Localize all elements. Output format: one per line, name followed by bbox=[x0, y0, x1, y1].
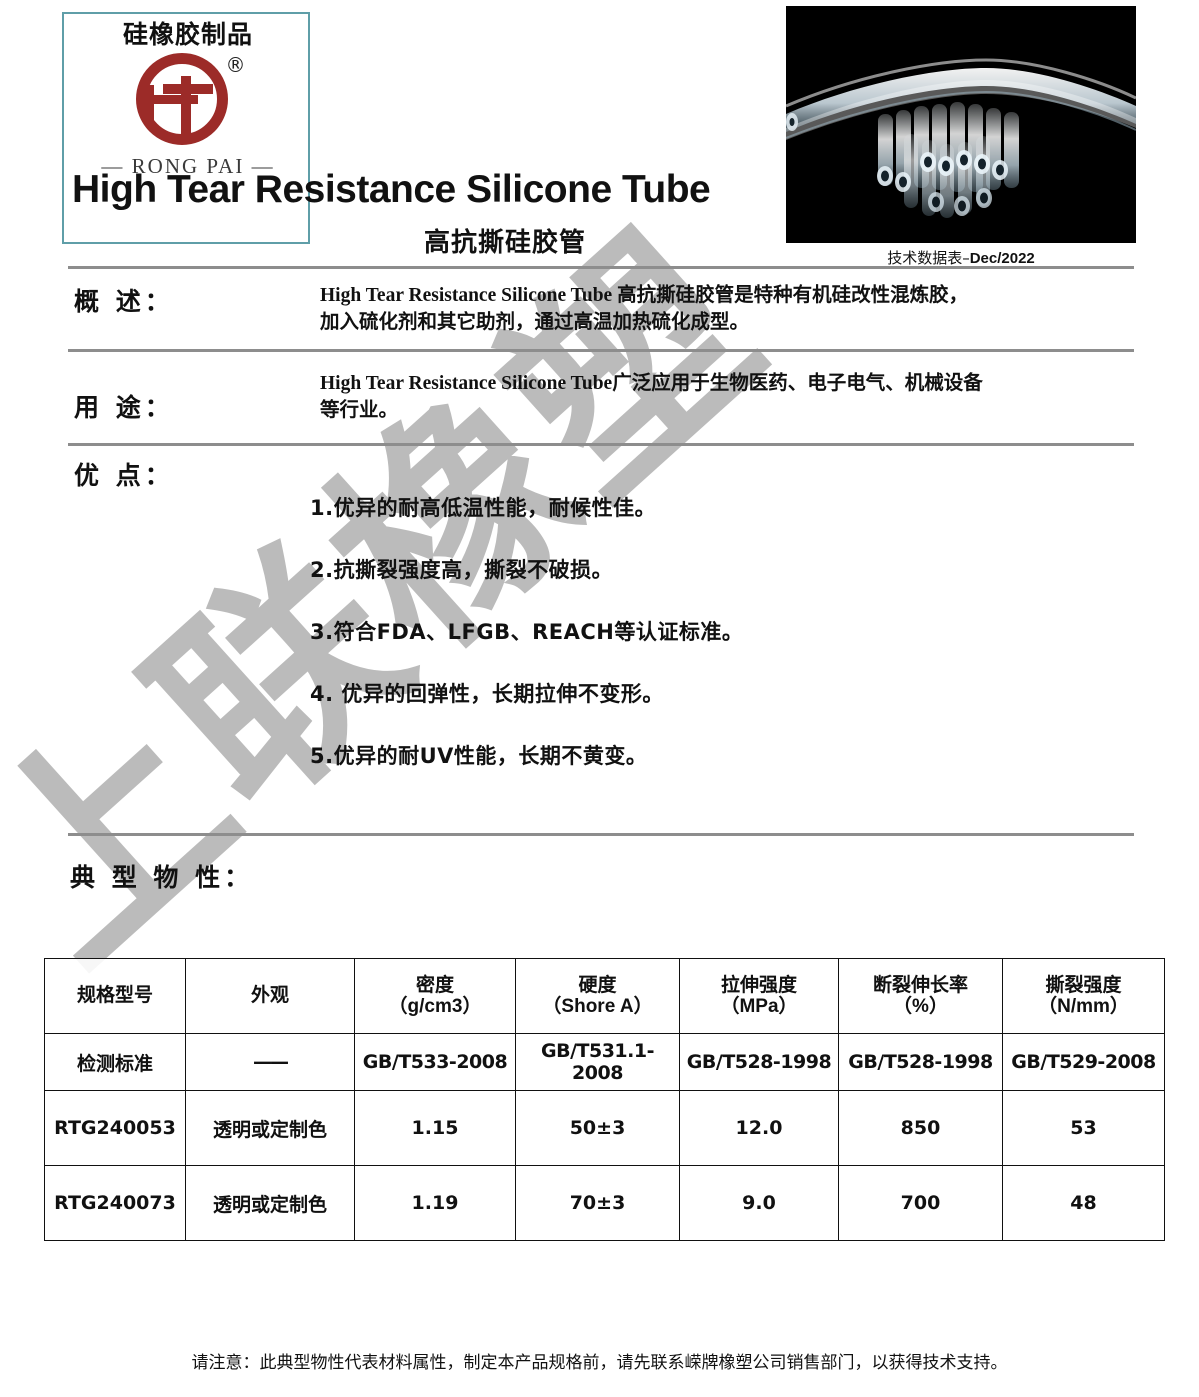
table-header-cell-elongation: 断裂伸长率 （%） bbox=[838, 958, 1003, 1034]
row-tensile: 9.0 bbox=[679, 1165, 839, 1241]
photo-caption-date: Dec/2022 bbox=[969, 250, 1035, 267]
photo-caption: 技术数据表–Dec/2022 bbox=[786, 247, 1136, 268]
header-main-elongation: 断裂伸长率 bbox=[872, 973, 968, 996]
advantage-item-5: 5.优异的耐UV性能，长期不黄变。 bbox=[310, 744, 648, 768]
standard-appearance: —— bbox=[185, 1033, 355, 1091]
overview-line-1: High Tear Resistance Silicone Tube 高抗撕硅胶… bbox=[320, 285, 969, 306]
standard-label: 检测标准 bbox=[44, 1033, 186, 1091]
row-model: RTG240053 bbox=[44, 1090, 186, 1166]
row-hardness: 70±3 bbox=[515, 1165, 680, 1241]
registered-trademark-icon: ® bbox=[225, 53, 246, 77]
table-header-cell-model: 规格型号 bbox=[44, 958, 186, 1034]
advantage-item-2: 2.抗撕裂强度高，撕裂不破损。 bbox=[310, 558, 614, 582]
header-unit-tensile: （MPa） bbox=[720, 996, 798, 1017]
standard-elongation: GB/T528-1998 bbox=[838, 1033, 1003, 1091]
row-model: RTG240073 bbox=[44, 1165, 186, 1241]
row-density: 1.19 bbox=[354, 1165, 516, 1241]
section-label-advantages: 优 点： bbox=[74, 461, 174, 490]
photo-caption-label: 技术数据表– bbox=[887, 249, 970, 267]
table-standard-row: 检测标准 —— GB/T533-2008 GB/T531.1-2008 GB/T… bbox=[44, 1033, 1165, 1091]
company-logo: 硅橡胶制品 ® — RONG PAI — bbox=[66, 14, 310, 244]
advantages-list: 1.优异的耐高低温性能，耐候性佳。 2.抗撕裂强度高，撕裂不破损。 3.符合FD… bbox=[310, 492, 743, 802]
header-unit-density: （g/cm3） bbox=[388, 996, 482, 1017]
silicone-tubes-illustration bbox=[786, 6, 1136, 243]
table-header-cell-tensile: 拉伸强度 （MPa） bbox=[679, 958, 839, 1034]
application-line-2: 等行业。 bbox=[320, 399, 399, 421]
header-main-tensile: 拉伸强度 bbox=[720, 973, 797, 996]
footer-note: 请注意：此典型物性代表材料属性，制定本产品规格前，请先联系嵘牌橡塑公司销售部门，… bbox=[191, 1353, 1008, 1373]
row-appearance: 透明或定制色 bbox=[185, 1165, 355, 1241]
row-elongation: 850 bbox=[838, 1090, 1003, 1166]
header-main-appearance: 外观 bbox=[250, 984, 289, 1007]
application-line-1: High Tear Resistance Silicone Tube广泛应用于生… bbox=[320, 373, 983, 394]
header-main-density: 密度 bbox=[415, 973, 454, 996]
divider-application-top bbox=[68, 349, 1134, 352]
row-tensile: 12.0 bbox=[679, 1090, 839, 1166]
logo-frame bbox=[62, 12, 310, 244]
section-body-application: High Tear Resistance Silicone Tube广泛应用于生… bbox=[320, 371, 1130, 425]
page-header: 硅橡胶制品 ® — RONG PAI — High Tear Resistanc… bbox=[0, 0, 1199, 267]
section-label-properties: 典 型 物 性： bbox=[70, 863, 254, 892]
table-header-cell-tear: 撕裂强度 （N/mm） bbox=[1002, 958, 1165, 1034]
seal-bar-vertical-icon bbox=[144, 85, 154, 121]
table-row: RTG240073 透明或定制色 1.19 70±3 9.0 700 48 bbox=[44, 1165, 1165, 1241]
divider-overview-top bbox=[68, 266, 1134, 269]
standard-hardness: GB/T531.1-2008 bbox=[515, 1033, 680, 1091]
divider-properties-top bbox=[68, 833, 1134, 836]
advantage-item-4: 4. 优异的回弹性，长期拉伸不变形。 bbox=[310, 682, 664, 706]
header-main-tear: 撕裂强度 bbox=[1045, 973, 1122, 996]
table-row: RTG240053 透明或定制色 1.15 50±3 12.0 850 53 bbox=[44, 1090, 1165, 1166]
header-unit-tear: （N/mm） bbox=[1038, 996, 1129, 1017]
standard-tensile: GB/T528-1998 bbox=[679, 1033, 839, 1091]
page-title-english: High Tear Resistance Silicone Tube bbox=[72, 168, 711, 211]
table-header-row: 规格型号 外观 密度 （g/cm3） 硬度 （Shore A） 拉伸强度 （MP… bbox=[44, 958, 1165, 1034]
logo-chinese-text: 硅橡胶制品 bbox=[122, 20, 253, 49]
standard-tear: GB/T529-2008 bbox=[1002, 1033, 1165, 1091]
standard-density: GB/T533-2008 bbox=[354, 1033, 516, 1091]
seal-bar-horizontal-icon bbox=[151, 95, 198, 104]
properties-table: 规格型号 外观 密度 （g/cm3） 硬度 （Shore A） 拉伸强度 （MP… bbox=[44, 958, 1165, 1241]
row-hardness: 50±3 bbox=[515, 1090, 680, 1166]
section-label-application: 用 途： bbox=[74, 393, 174, 422]
seal-circle-icon bbox=[135, 53, 228, 145]
product-photo bbox=[786, 6, 1136, 243]
advantage-item-1: 1.优异的耐高低温性能，耐候性佳。 bbox=[310, 496, 657, 520]
row-density: 1.15 bbox=[354, 1090, 516, 1166]
header-unit-elongation: （%） bbox=[893, 996, 948, 1017]
seal-mark-icon: ® bbox=[131, 51, 246, 151]
header-unit-hardness: （Shore A） bbox=[542, 996, 653, 1017]
advantage-item-3: 3.符合FDA、LFGB、REACH等认证标准。 bbox=[310, 620, 744, 644]
header-main-hardness: 硬度 bbox=[578, 973, 617, 996]
section-label-overview: 概 述： bbox=[74, 287, 174, 316]
overview-line-2: 加入硫化剂和其它助剂，通过高温加热硫化成型。 bbox=[320, 311, 750, 333]
table-header-cell-density: 密度 （g/cm3） bbox=[354, 958, 516, 1034]
row-elongation: 700 bbox=[838, 1165, 1003, 1241]
divider-advantages-top bbox=[68, 443, 1134, 446]
row-tear: 48 bbox=[1002, 1165, 1165, 1241]
page-title-chinese: 高抗撕硅胶管 bbox=[424, 228, 587, 258]
table-header-cell-hardness: 硬度 （Shore A） bbox=[515, 958, 680, 1034]
section-body-overview: High Tear Resistance Silicone Tube 高抗撕硅胶… bbox=[320, 283, 1130, 337]
header-main-model: 规格型号 bbox=[76, 984, 153, 1007]
logo-brand-latin: — RONG PAI — bbox=[101, 154, 275, 178]
row-appearance: 透明或定制色 bbox=[185, 1090, 355, 1166]
table-header-cell-appearance: 外观 bbox=[185, 958, 355, 1034]
row-tear: 53 bbox=[1002, 1090, 1165, 1166]
